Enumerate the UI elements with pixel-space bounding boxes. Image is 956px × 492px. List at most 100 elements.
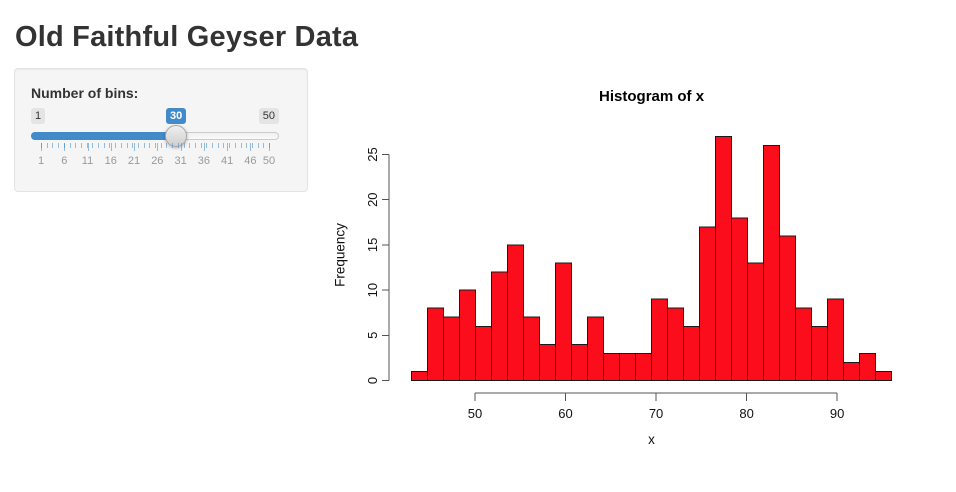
slider-major-tick — [110, 143, 112, 151]
slider-minor-tick — [217, 143, 219, 148]
y-tick-label: 0 — [365, 377, 380, 384]
hist-bar — [875, 371, 892, 381]
slider-minor-tick — [46, 143, 48, 148]
hist-bar — [539, 343, 557, 381]
hist-bar — [507, 244, 525, 381]
slider-minor-tick — [212, 143, 213, 148]
slider-tick-label: 11 — [81, 155, 94, 167]
hist-bar — [731, 217, 748, 381]
slider-tick-label: 36 — [197, 155, 210, 167]
hist-bar — [651, 298, 668, 382]
y-tick-label: 10 — [365, 283, 380, 297]
slider-minor-tick — [251, 143, 253, 148]
slider-max-badge: 50 — [258, 108, 279, 124]
slider-minor-tick — [257, 143, 259, 148]
slider-tick-label: 21 — [127, 155, 141, 167]
slider-major-tick — [134, 143, 136, 151]
x-tick-label: 50 — [468, 406, 482, 421]
hist-bar — [827, 298, 844, 382]
slider-minor-tick — [137, 143, 139, 148]
slider-minor-tick — [194, 143, 196, 148]
hist-bar — [667, 307, 684, 381]
slider-minor-tick — [166, 143, 168, 148]
hist-bar — [635, 352, 653, 381]
slider-minor-tick — [183, 143, 185, 148]
slider-minor-tick — [155, 143, 156, 148]
hist-bar — [779, 235, 796, 381]
slider-minor-tick — [103, 143, 105, 148]
hist-bar — [475, 325, 493, 382]
y-tick-label: 5 — [365, 332, 380, 339]
hist-bar — [715, 135, 732, 382]
slider-tick-label: 6 — [61, 155, 68, 167]
x-tick-label: 90 — [830, 406, 844, 421]
slider-minor-tick — [52, 143, 54, 148]
slider-minor-tick — [189, 143, 191, 148]
slider-major-tick — [87, 143, 89, 151]
y-tick-label: 20 — [365, 192, 380, 206]
slider-minor-tick — [234, 143, 236, 148]
hist-bar — [571, 343, 589, 381]
slider-minor-tick — [240, 143, 242, 148]
slider-minor-tick — [143, 143, 145, 148]
slider-major-tick — [250, 143, 252, 151]
hist-bar — [811, 325, 828, 382]
slider-handle[interactable] — [164, 125, 187, 147]
slider-minor-tick — [229, 143, 231, 148]
y-tick-label: 25 — [365, 147, 380, 161]
y-tick-label: 15 — [365, 238, 380, 252]
hist-bar — [683, 325, 700, 382]
bins-slider-label: Number of bins: — [31, 85, 139, 101]
slider-minor-tick — [177, 143, 179, 148]
slider-minor-tick — [200, 143, 202, 148]
histogram-svg: Histogram of x 0 5 10 15 20 25 Frequency 50 60 70 8… — [333, 88, 892, 447]
hist-bar — [747, 262, 764, 381]
hist-bar — [443, 316, 461, 381]
slider-tick-label: 31 — [174, 155, 187, 167]
slider-minor-tick — [92, 143, 94, 148]
slider-minor-tick — [98, 143, 99, 148]
slider-major-tick — [64, 143, 66, 151]
slider-major-tick — [180, 143, 182, 151]
hist-bar — [555, 262, 573, 381]
histogram-plot: Histogram of x 0 5 10 15 20 25 Frequency 50 60 70 8… — [330, 75, 956, 487]
page-title: Old Faithful Geyser Data — [15, 21, 359, 53]
slider-tick-label: 46 — [244, 155, 257, 167]
bins-slider[interactable]: 1 50 30 1 6 11 16 21 26 31 36 41 46 50 — [31, 106, 279, 186]
slider-value-badge: 30 — [166, 108, 187, 124]
hist-bar — [699, 226, 716, 381]
slider-tick-label: 1 — [37, 155, 45, 167]
slider-minor-tick — [58, 143, 60, 148]
slider-minor-tick — [149, 143, 151, 148]
slider-tick-label: 50 — [262, 155, 276, 167]
slider-major-tick — [157, 143, 159, 151]
slider-minor-tick — [80, 143, 82, 148]
slider-major-tick — [269, 143, 270, 151]
slider-fill — [31, 132, 176, 140]
slider-minor-tick — [206, 143, 208, 148]
hist-bar — [619, 352, 637, 381]
slider-minor-tick — [263, 143, 265, 148]
slider-minor-tick — [246, 143, 248, 148]
hist-bar — [795, 307, 812, 381]
slider-tick-label: 16 — [104, 155, 117, 167]
chart-title: Histogram of x — [599, 88, 705, 105]
slider-grid: 1 6 11 16 21 26 31 36 41 46 50 — [37, 143, 275, 179]
slider-minor-tick — [223, 143, 225, 148]
x-axis-title: x — [648, 432, 655, 447]
slider-min-badge: 1 — [31, 108, 46, 124]
slider-minor-tick — [75, 143, 77, 148]
x-tick-label: 80 — [739, 406, 753, 421]
hist-bar — [843, 361, 860, 381]
sidebar-panel: Number of bins: 1 50 30 1 6 11 16 21 26 31 36 41… — [14, 68, 308, 192]
hist-bar — [523, 316, 541, 381]
slider-tick-label: 41 — [220, 155, 234, 167]
hist-bar — [859, 352, 876, 381]
slider-major-tick — [41, 143, 42, 151]
slider-minor-tick — [109, 143, 111, 148]
hist-bar — [763, 145, 780, 381]
hist-bar — [587, 316, 605, 381]
x-tick-label: 70 — [649, 406, 663, 421]
slider-minor-tick — [120, 143, 122, 148]
slider-minor-tick — [115, 143, 117, 148]
